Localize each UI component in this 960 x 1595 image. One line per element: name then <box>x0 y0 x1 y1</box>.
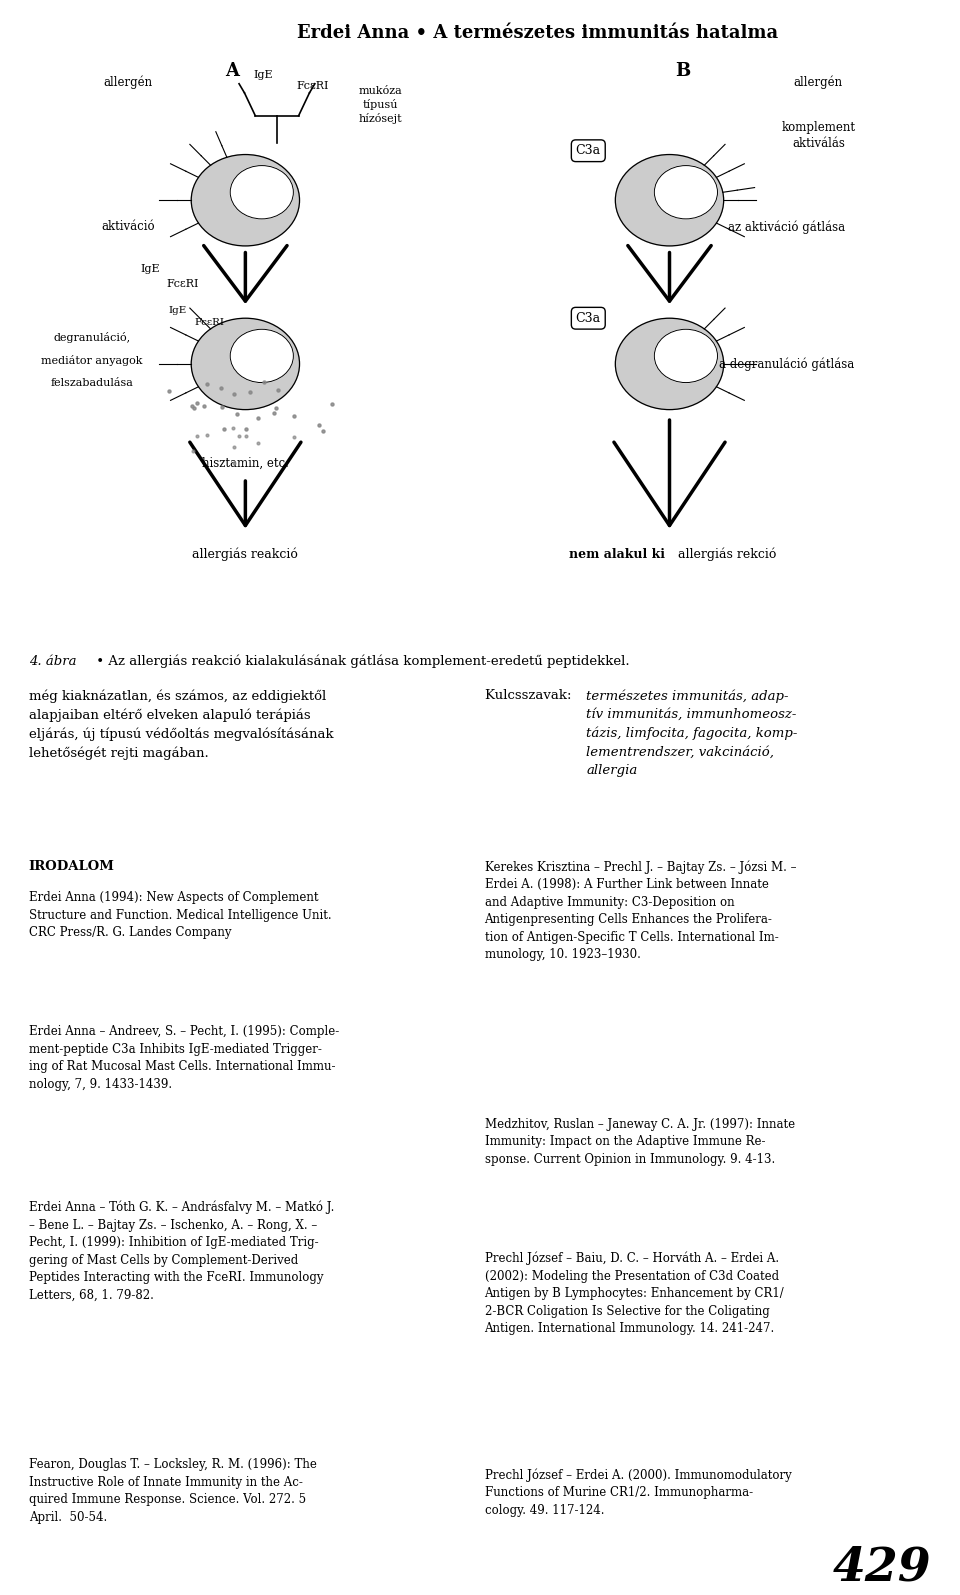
Circle shape <box>230 166 294 219</box>
Circle shape <box>655 329 717 383</box>
Circle shape <box>655 166 717 219</box>
Text: allergén: allergén <box>104 75 153 89</box>
Text: Prechl József – Baiu, D. C. – Horváth A. – Erdei A.
(2002): Modeling the Present: Prechl József – Baiu, D. C. – Horváth A.… <box>485 1252 784 1335</box>
Text: Kerekes Krisztina – Prechl J. – Bajtay Zs. – Józsi M. –
Erdei A. (1998): A Furth: Kerekes Krisztina – Prechl J. – Bajtay Z… <box>485 860 796 962</box>
Text: allergiás reakció: allergiás reakció <box>192 547 299 561</box>
Text: IgE: IgE <box>253 70 274 80</box>
Text: a degranuláció gátlása: a degranuláció gátlása <box>719 357 854 370</box>
Circle shape <box>615 319 724 410</box>
Text: 4. ábra: 4. ábra <box>29 654 76 668</box>
Text: Erdei Anna • A természetes immunitás hatalma: Erdei Anna • A természetes immunitás hat… <box>297 24 779 43</box>
Text: C3a: C3a <box>576 311 601 325</box>
Text: az aktiváció gátlása: az aktiváció gátlása <box>729 220 846 233</box>
Text: hisztamin, etc.: hisztamin, etc. <box>202 456 289 469</box>
Text: mediátor anyagok: mediátor anyagok <box>41 354 143 365</box>
Text: mukóza
típusú
hízósejt: mukóza típusú hízósejt <box>359 86 402 124</box>
Text: IgE: IgE <box>141 263 160 274</box>
Text: Fearon, Douglas T. – Locksley, R. M. (1996): The
Instructive Role of Innate Immu: Fearon, Douglas T. – Locksley, R. M. (19… <box>29 1458 317 1523</box>
Text: A: A <box>225 62 239 80</box>
Text: még kiaknázatlan, és számos, az eddigiektől
alapjaiban eltérő elveken alapuló te: még kiaknázatlan, és számos, az eddigiek… <box>29 689 333 761</box>
Text: B: B <box>676 62 690 80</box>
Text: FcεRI: FcεRI <box>166 279 199 289</box>
Circle shape <box>191 155 300 246</box>
Text: allergén: allergén <box>794 75 843 89</box>
Text: komplement
aktiválás: komplement aktiválás <box>781 121 855 150</box>
Text: FcεRI: FcεRI <box>194 317 225 327</box>
Text: FcεRI: FcεRI <box>297 81 329 91</box>
Text: Kulcsszavak:: Kulcsszavak: <box>485 689 575 702</box>
Text: C3a: C3a <box>576 144 601 158</box>
Text: Erdei Anna (1994): New Aspects of Complement
Structure and Function. Medical Int: Erdei Anna (1994): New Aspects of Comple… <box>29 892 331 939</box>
Text: • Az allergiás reakció kialakulásának gátlása komplement-eredetű peptidekkel.: • Az allergiás reakció kialakulásának gá… <box>92 654 630 668</box>
Text: Erdei Anna – Andreev, S. – Pecht, I. (1995): Comple-
ment-peptide C3a Inhibits I: Erdei Anna – Andreev, S. – Pecht, I. (19… <box>29 1026 339 1091</box>
Text: 429: 429 <box>832 1544 931 1590</box>
Text: Prechl József – Erdei A. (2000). Immunomodulatory
Functions of Murine CR1/2. Imm: Prechl József – Erdei A. (2000). Immunom… <box>485 1467 791 1517</box>
Text: nem alakul ki: nem alakul ki <box>569 547 669 561</box>
Text: Medzhitov, Ruslan – Janeway C. A. Jr. (1997): Innate
Immunity: Impact on the Ada: Medzhitov, Ruslan – Janeway C. A. Jr. (1… <box>485 1118 795 1166</box>
Text: felszabadulása: felszabadulása <box>51 378 133 388</box>
Circle shape <box>191 319 300 410</box>
Text: természetes immunitás, adap-
tív immunitás, immunhomeosz-
tázis, limfocita, fago: természetes immunitás, adap- tív immunit… <box>587 689 798 777</box>
Circle shape <box>230 329 294 383</box>
Text: IgE: IgE <box>169 306 187 316</box>
Text: allergiás rekció: allergiás rekció <box>669 547 776 561</box>
Text: degranuláció,: degranuláció, <box>54 332 131 343</box>
Text: IRODALOM: IRODALOM <box>29 860 114 872</box>
Circle shape <box>615 155 724 246</box>
Text: Erdei Anna – Tóth G. K. – Andrásfalvy M. – Matkó J.
– Bene L. – Bajtay Zs. – Isc: Erdei Anna – Tóth G. K. – Andrásfalvy M.… <box>29 1201 334 1302</box>
Text: aktiváció: aktiváció <box>101 220 155 233</box>
